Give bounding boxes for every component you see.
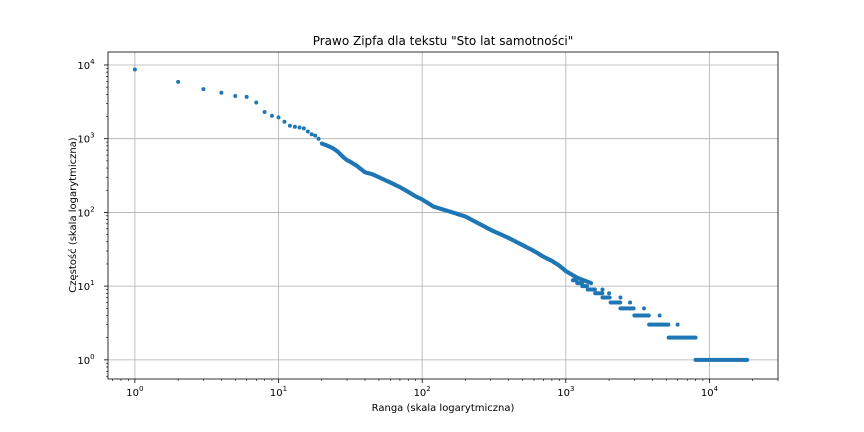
y-tick-label: 104 [77,58,95,72]
data-point [618,300,623,305]
data-point [589,281,594,286]
data-point [657,313,662,318]
x-tick-label: 101 [270,385,287,399]
data-point [201,87,206,92]
data-point [297,125,302,130]
data-point [292,124,297,129]
data-point [607,291,612,296]
data-point [287,123,292,128]
data-point [316,136,321,141]
y-tick-label: 103 [77,132,94,146]
data-point [600,287,605,292]
data-point [631,306,636,311]
data-point [745,357,750,362]
data-point [282,119,287,124]
data-point [244,94,249,99]
x-tick-label: 100 [126,385,143,399]
x-tick-label: 103 [557,385,574,399]
data-point [628,300,633,305]
x-tick-label: 102 [414,385,431,399]
y-tick-label: 100 [77,353,94,367]
data-point [579,281,584,286]
data-point [607,295,612,300]
x-axis-ticks: 100 101 102 103 104 [112,379,779,399]
data-point [233,93,238,98]
data-point [666,322,671,327]
data-point [584,284,589,289]
data-point [641,306,646,311]
data-point [675,322,680,327]
data-point [269,113,274,118]
data-point [574,278,579,283]
data-point [305,129,310,134]
y-tick-label: 101 [77,279,94,293]
data-point [176,79,181,84]
data-points [132,67,750,362]
data-point [262,110,267,115]
data-point [132,67,137,72]
x-axis-label: Ranga (skala logarytmiczna) [372,403,515,414]
data-point [646,313,651,318]
data-point [301,126,306,131]
data-point [592,287,597,292]
data-point [309,132,314,137]
data-point [693,335,698,340]
data-point [219,90,224,95]
data-point [276,115,281,120]
data-point [618,295,623,300]
y-axis-label: Częstość (skala logarytmicznа) [67,137,79,293]
x-tick-label: 104 [701,385,719,399]
chart-title: Prawo Zipfa dla tekstu "Sto lat samotnoś… [313,34,574,48]
data-point [313,133,318,138]
y-axis-ticks: 100 101 102 103 104 [77,58,108,377]
y-tick-label: 102 [77,205,94,219]
data-point [254,100,259,105]
grid-lines [108,52,778,379]
data-point [600,291,605,296]
